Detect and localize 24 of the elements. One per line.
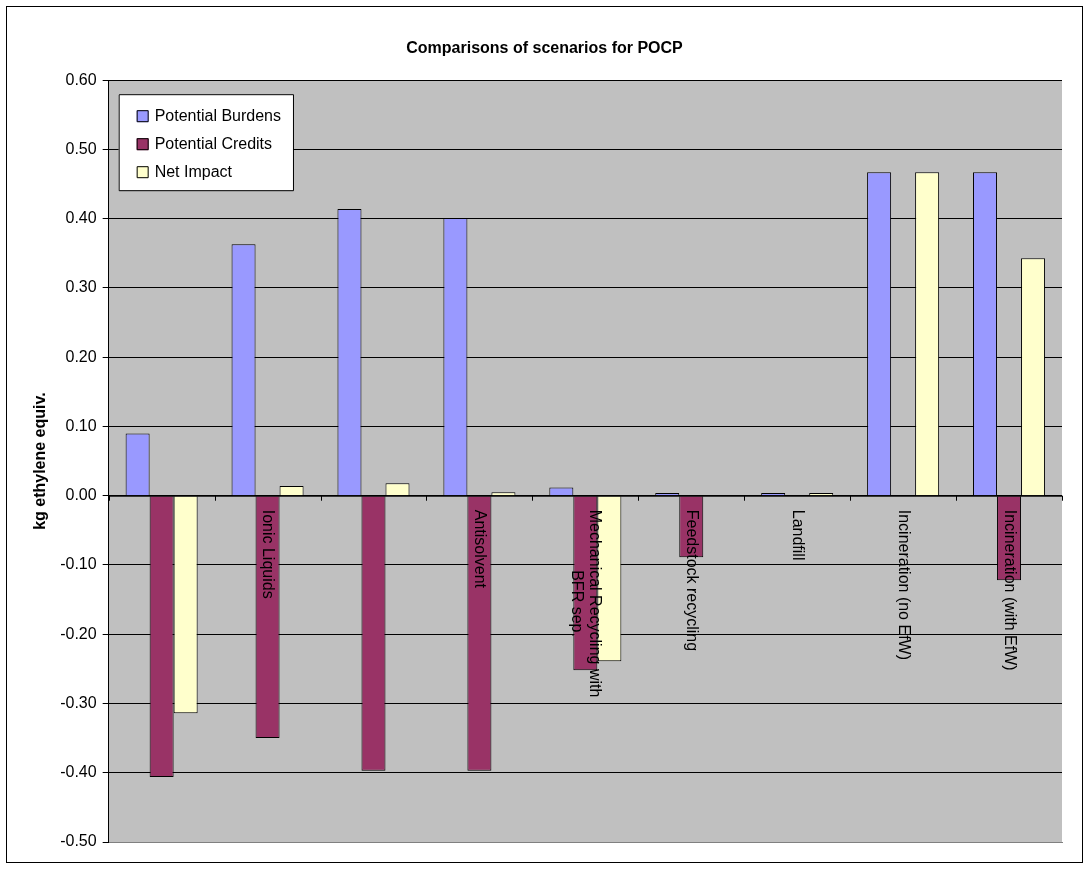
y-tick-label: -0.40 <box>60 763 97 781</box>
y-axis-title: kg ethylene equiv. <box>31 392 49 530</box>
legend-label: Net Impact <box>154 162 233 180</box>
y-tick-label: 0.40 <box>65 209 97 227</box>
y-tick-label: 0.60 <box>65 70 97 88</box>
y-tick-label: -0.30 <box>60 693 97 711</box>
chart-title: Comparisons of scenarios for POCP <box>406 39 684 57</box>
y-tick-label: 0.30 <box>65 278 97 296</box>
x-tick-label: Antisolvent <box>472 509 489 589</box>
y-tick-label: -0.20 <box>60 624 97 642</box>
y-tick-label: -0.50 <box>60 832 97 850</box>
y-tick-label: -0.10 <box>60 555 97 573</box>
y-tick-label: 0.20 <box>65 347 97 365</box>
y-tick-label: 0.50 <box>65 139 97 157</box>
legend-label: Potential Burdens <box>154 106 281 124</box>
y-tick-label: 0.10 <box>65 416 97 434</box>
y-tick-label: 0.00 <box>65 486 97 504</box>
x-tick-label: Ionic Liquids <box>260 509 278 599</box>
x-tick-label: Landfill <box>789 509 807 561</box>
x-tick-label: Incineration (with EfW) <box>1001 509 1019 671</box>
x-tick-label: Feedstock recycling <box>683 509 701 652</box>
x-tick-label: Mechanical Recycling with BFR sep. <box>568 509 604 698</box>
x-tick-label: Incineration (no EfW) <box>895 509 913 661</box>
legend-label: Potential Credits <box>154 134 273 152</box>
